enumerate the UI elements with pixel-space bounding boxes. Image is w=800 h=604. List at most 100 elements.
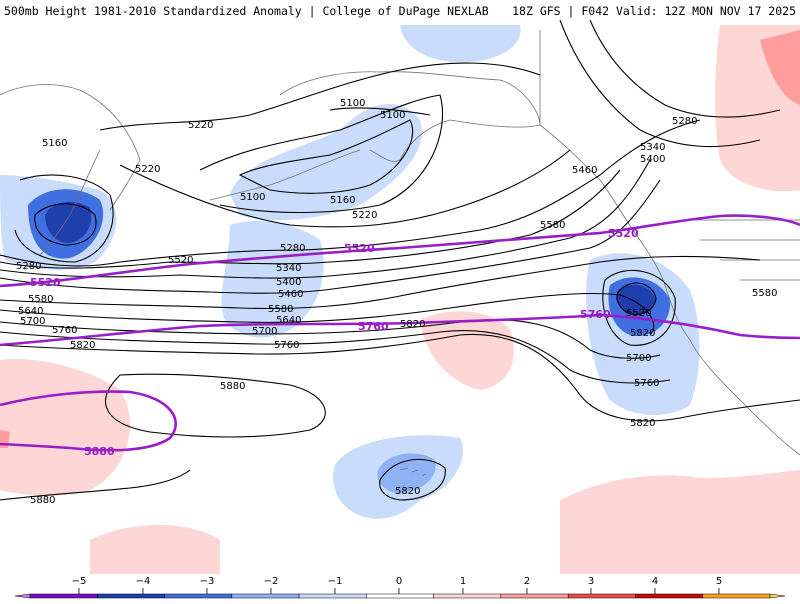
contour-5220-mid <box>119 149 571 228</box>
contour-5820-hawaii <box>379 458 446 501</box>
height-label: 5100 <box>240 192 265 203</box>
height-contours <box>0 20 800 501</box>
contour-5640 <box>0 292 655 336</box>
highlight-label: 5520 <box>344 242 375 255</box>
colorbar-tick-label: −5 <box>71 576 87 587</box>
colorbar-segment <box>97 593 165 599</box>
pos-anomaly-canada-core <box>760 30 800 105</box>
colorbar-segment <box>635 593 703 599</box>
colorbar-tick-label: 4 <box>651 576 659 587</box>
highlight-5880 <box>0 390 177 452</box>
contour-5280 <box>0 119 701 267</box>
colorbar-tick-label: 5 <box>715 576 723 587</box>
height-label: 5160 <box>42 138 67 149</box>
contour-5100-bering <box>238 119 414 194</box>
colorbar-tick-label: 3 <box>587 576 595 587</box>
height-label: 5400 <box>640 154 665 165</box>
contour-5100-north <box>329 107 431 116</box>
hawaii-islands <box>399 467 427 477</box>
neg-anomaly-kamchatka-core <box>45 201 92 244</box>
map-panel[interactable]: 5100 5100 5100 5160 5160 5220 5220 5220 … <box>0 20 800 574</box>
neg-anomaly-alaska-north <box>400 25 521 63</box>
colorbar-ticks <box>78 588 720 594</box>
height-label: 5100 <box>340 98 365 109</box>
coastlines <box>0 30 800 477</box>
contour-california-low <box>616 282 657 315</box>
highlight-label: 5880 <box>84 445 115 458</box>
colorbar-segment <box>231 593 300 599</box>
height-label: 5580 <box>752 288 777 299</box>
neg-anomaly-hawaii-mid <box>377 453 436 494</box>
pos-anomaly-south-pacific-left <box>90 525 220 574</box>
contour-5160-kamchatka <box>14 174 114 263</box>
highlight-label: 5760 <box>358 320 389 333</box>
height-label: 5820 <box>630 418 655 429</box>
canada-interior-borders <box>539 30 800 281</box>
kamchatka-coast <box>39 149 101 256</box>
colorbar-segments <box>14 593 786 599</box>
contour-north-canada <box>559 20 761 148</box>
height-label: 5820 <box>395 486 420 497</box>
height-label: 5700 <box>626 353 651 364</box>
height-label: 5580 <box>268 304 293 315</box>
contour-5400 <box>0 159 651 279</box>
anomaly-colorbar <box>0 574 800 600</box>
colorbar-tick-label: 0 <box>395 576 403 587</box>
height-label: 5760 <box>634 378 659 389</box>
height-label: 5520 <box>626 308 651 319</box>
pos-anomaly-south-pacific <box>560 470 800 574</box>
contour-5580 <box>0 255 761 310</box>
height-label: 5280 <box>672 116 697 127</box>
height-label: 5820 <box>630 328 655 339</box>
colorbar-tick-label: 2 <box>523 576 531 587</box>
contour-5100-kamchatka <box>34 203 97 246</box>
height-label: 5700 <box>252 326 277 337</box>
height-label: 5280 <box>16 261 41 272</box>
height-anomaly-map: 5100 5100 5100 5160 5160 5220 5220 5220 … <box>0 20 800 574</box>
height-label: 5100 <box>380 110 405 121</box>
colorbar-segment <box>702 593 771 599</box>
height-label: 5760 <box>52 325 77 336</box>
contour-5340 <box>0 169 621 269</box>
contour-5760 <box>0 330 671 384</box>
colorbar-segment <box>567 593 636 599</box>
height-label: 5340 <box>276 263 301 274</box>
height-label: 5880 <box>30 495 55 506</box>
colorbar-tick-label: −1 <box>327 576 343 587</box>
contour-north-canada-2 <box>589 20 781 118</box>
highlight-5760 <box>0 313 800 347</box>
height-label: 5640 <box>276 315 301 326</box>
height-label: 5460 <box>278 289 303 300</box>
aleutian-chain <box>209 149 361 201</box>
height-label: 5400 <box>276 277 301 288</box>
contour-5820 <box>0 333 800 422</box>
highlight-label: 5760 <box>580 308 611 321</box>
neg-anomaly-california-core <box>616 284 655 316</box>
height-label: 5580 <box>540 220 565 231</box>
contour-5460 <box>0 179 661 294</box>
highlight-contour-labels: 5520 5520 5520 5760 5760 5880 <box>30 227 639 458</box>
contour-5220-upper <box>99 62 541 131</box>
highlight-contours <box>0 214 800 452</box>
height-label: 5880 <box>220 381 245 392</box>
siberia-coast <box>0 84 141 211</box>
canada-west-coast <box>539 124 666 286</box>
contour-5160-bering <box>199 94 444 214</box>
title-bar: 500mb Height 1981-2010 Standardized Anom… <box>0 0 800 20</box>
highlight-5520 <box>0 214 800 288</box>
height-label: 5460 <box>572 165 597 176</box>
pos-anomaly-central-pacific <box>420 311 514 390</box>
colorbar-tick-label: −2 <box>263 576 279 587</box>
height-label: 5220 <box>352 210 377 221</box>
highlight-label: 5520 <box>30 276 61 289</box>
height-label: 5760 <box>274 340 299 351</box>
height-label: 5160 <box>330 195 355 206</box>
alaska-coast <box>279 71 541 162</box>
height-label: 5340 <box>640 142 665 153</box>
colorbar-tick-label: −3 <box>199 576 215 587</box>
us-west-coast <box>664 284 800 456</box>
colorbar-graphic <box>14 588 786 599</box>
colorbar-segment <box>14 593 31 599</box>
model-run-info: 18Z GFS | F042 Valid: 12Z MON NOV 17 202… <box>512 4 796 18</box>
height-contour-labels: 5100 5100 5100 5160 5160 5220 5220 5220 … <box>16 98 777 506</box>
